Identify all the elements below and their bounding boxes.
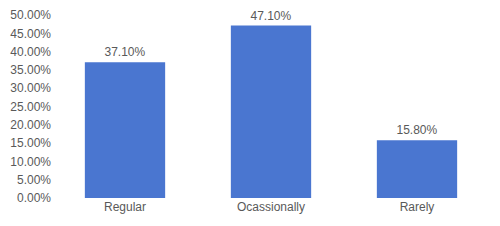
svg-text:47.10%: 47.10% bbox=[250, 9, 291, 23]
svg-text:50.00%: 50.00% bbox=[10, 8, 51, 22]
svg-text:40.00%: 40.00% bbox=[10, 45, 51, 59]
svg-text:30.00%: 30.00% bbox=[10, 81, 51, 95]
svg-text:25.00%: 25.00% bbox=[10, 100, 51, 114]
svg-text:5.00%: 5.00% bbox=[17, 173, 51, 187]
svg-text:15.80%: 15.80% bbox=[396, 123, 437, 137]
svg-text:10.00%: 10.00% bbox=[10, 155, 51, 169]
svg-text:35.00%: 35.00% bbox=[10, 63, 51, 77]
svg-text:20.00%: 20.00% bbox=[10, 118, 51, 132]
svg-text:45.00%: 45.00% bbox=[10, 27, 51, 41]
svg-text:Ocassionally: Ocassionally bbox=[237, 200, 305, 214]
svg-text:0.00%: 0.00% bbox=[17, 191, 51, 205]
svg-text:15.00%: 15.00% bbox=[10, 136, 51, 150]
svg-text:Rarely: Rarely bbox=[400, 200, 435, 214]
svg-text:Regular: Regular bbox=[104, 200, 146, 214]
svg-text:37.10%: 37.10% bbox=[104, 45, 145, 59]
